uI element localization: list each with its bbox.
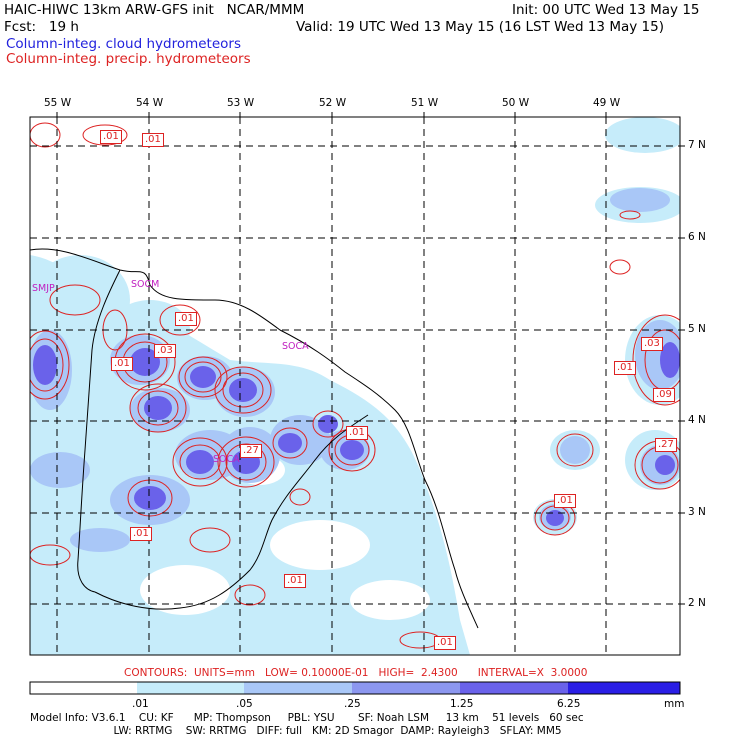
contour-label: .09 [653, 388, 675, 402]
contour-label: .01 [284, 574, 306, 588]
colorbar-tick: .05 [236, 698, 253, 710]
lon-label-51w: 51 W [411, 97, 439, 109]
contour-label: .01 [111, 357, 133, 371]
forecast-hour: Fcst: 19 h [4, 19, 79, 35]
contour-label: .01 [554, 494, 576, 508]
contour-label: .01 [614, 361, 636, 375]
map-frame [29, 116, 681, 656]
station-label: SOCA [213, 454, 240, 465]
colorbar-tick: .01 [132, 698, 149, 710]
contour-label: .01 [434, 636, 456, 650]
model-info-line1: Model Info: V3.6.1 CU: KF MP: Thompson P… [30, 712, 584, 724]
contour-label: .01 [346, 426, 368, 440]
station-label: SMJP [32, 283, 55, 294]
lon-label-55w: 55 W [44, 97, 72, 109]
lat-label-4n: 4 N [688, 414, 706, 426]
lon-label-54w: 54 W [136, 97, 164, 109]
valid-time: Valid: 19 UTC Wed 13 May 15 (16 LST Wed … [296, 19, 664, 35]
init-time: Init: 00 UTC Wed 13 May 15 [512, 2, 700, 18]
lat-label-7n: 7 N [688, 139, 706, 151]
contour-label: .01 [175, 312, 197, 326]
model-info-line2: LW: RRTMG SW: RRTMG DIFF: full KM: 2D Sm… [30, 725, 562, 737]
coastline [30, 248, 479, 629]
contour-label: .03 [641, 337, 663, 351]
station-label: SOCA [282, 341, 309, 352]
precip-contours [30, 122, 680, 649]
lat-label-5n: 5 N [688, 323, 706, 335]
colorbar-tick: 1.25 [450, 698, 474, 710]
lat-label-6n: 6 N [688, 231, 706, 243]
colorbar-tick: .25 [344, 698, 361, 710]
contour-label: .27 [240, 444, 262, 458]
contour-label: .01 [130, 527, 152, 541]
contour-label: .01 [100, 130, 122, 144]
station-label: SOCM [131, 279, 160, 290]
field-label-cloud: Column-integ. cloud hydrometeors [6, 36, 242, 52]
contour-label: .03 [154, 344, 176, 358]
lon-label-53w: 53 W [227, 97, 255, 109]
lat-label-3n: 3 N [688, 506, 706, 518]
field-label-precip: Column-integ. precip. hydrometeors [6, 51, 251, 67]
title-line: HAIC-HIWC 13km ARW-GFS init NCAR/MMM [4, 2, 305, 18]
cloud-shading-dark [33, 342, 680, 526]
contour-label: .27 [655, 438, 677, 452]
lon-label-49w: 49 W [593, 97, 621, 109]
lat-label-2n: 2 N [688, 597, 706, 609]
contour-info: CONTOURS: UNITS=mm LOW= 0.10000E-01 HIGH… [124, 667, 588, 679]
lon-label-52w: 52 W [319, 97, 347, 109]
colorbar-tick: 6.25 [557, 698, 581, 710]
latlon-grid [30, 117, 680, 655]
lon-label-50w: 50 W [502, 97, 530, 109]
contour-label: .01 [142, 133, 164, 147]
colorbar-units: mm [664, 698, 685, 710]
